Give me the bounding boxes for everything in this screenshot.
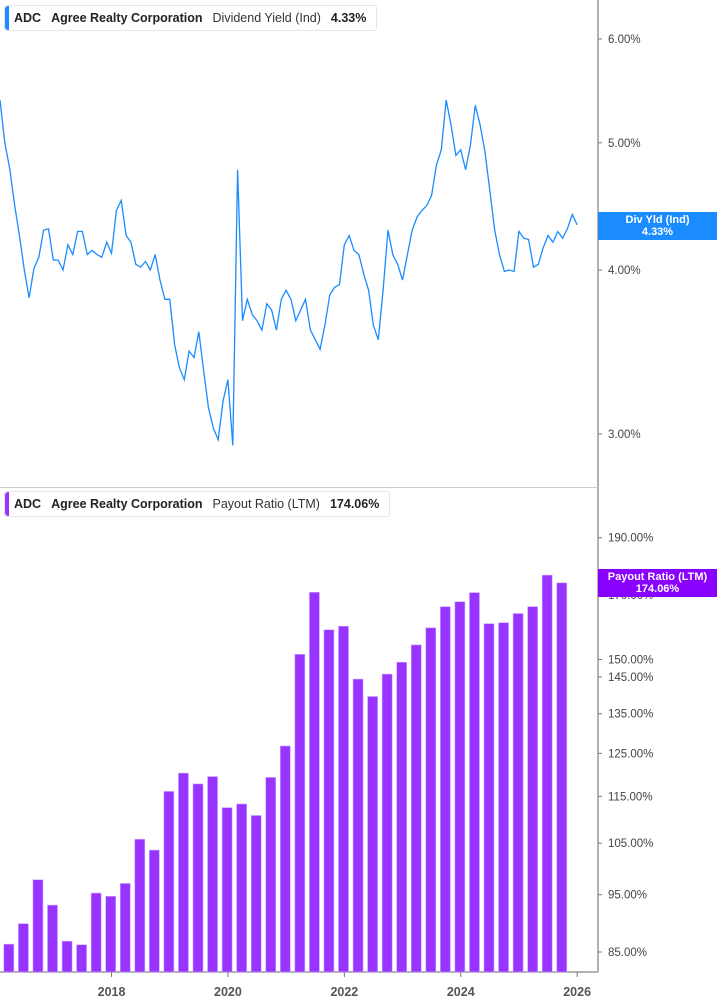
payout-bar <box>163 791 175 973</box>
y-tick-label: 190.00% <box>608 533 653 545</box>
x-tick-label: 2022 <box>330 985 358 999</box>
y-tick-label: 150.00% <box>608 654 653 666</box>
payout-bar <box>396 661 408 973</box>
dividend-yield-line <box>0 99 578 446</box>
y-tick-label: 125.00% <box>608 748 653 760</box>
payout-bar <box>440 606 451 973</box>
y-tick-label: 4.00% <box>608 265 641 277</box>
yield-value-badge: Div Yld (Ind) 4.33% <box>598 212 717 240</box>
yield-swatch <box>5 6 9 30</box>
payout-bar <box>90 892 102 973</box>
payout-bar <box>61 940 73 973</box>
legend-value: 174.06% <box>329 497 380 511</box>
payout-bar <box>134 838 146 973</box>
payout-bar <box>556 582 568 973</box>
badge-label: Div Yld (Ind) <box>625 214 690 226</box>
payout-bar <box>498 622 509 973</box>
payout-bar <box>469 592 480 973</box>
x-tick-label: 2024 <box>447 985 475 999</box>
payout-bar <box>323 629 335 973</box>
payout-bar <box>454 601 466 973</box>
payout-bar <box>512 613 524 973</box>
payout-bar <box>236 803 247 973</box>
badge-value: 4.33% <box>641 226 674 238</box>
y-tick-label: 85.00% <box>608 947 647 959</box>
legend-metric: Dividend Yield (Ind) <box>212 11 321 25</box>
legend-company: Agree Realty Corporation <box>51 11 203 25</box>
payout-bar <box>294 654 306 973</box>
payout-bar <box>207 776 218 973</box>
x-tick-label: 2018 <box>98 985 126 999</box>
payout-bar <box>279 745 291 973</box>
y-tick-label: 6.00% <box>608 34 641 46</box>
y-tick-label: 5.00% <box>608 138 641 150</box>
x-ticks: 2018 2020 2022 2024 2026 <box>98 972 591 999</box>
payout-bar <box>3 943 15 973</box>
payout-bar <box>265 777 277 973</box>
payout-bar <box>483 623 495 973</box>
badge-value: 174.06% <box>635 583 680 595</box>
payout-bar <box>338 625 349 973</box>
payout-bar <box>221 807 233 973</box>
payout-bar <box>527 606 538 973</box>
payout-bar <box>47 904 58 973</box>
legend-metric: Payout Ratio (LTM) <box>212 497 320 511</box>
payout-bars <box>3 574 568 973</box>
top-y-ticks: 6.00% 5.00% 4.00% 3.00% <box>598 34 641 441</box>
payout-bar <box>425 627 437 973</box>
payout-bar <box>250 815 262 973</box>
payout-bar <box>32 879 44 973</box>
top-legend: ADC Agree Realty Corporation Dividend Yi… <box>4 5 378 31</box>
payout-bar <box>178 772 189 973</box>
legend-value: 4.33% <box>330 11 367 25</box>
y-tick-label: 3.00% <box>608 429 641 441</box>
y-tick-label: 145.00% <box>608 672 653 684</box>
x-tick-label: 2020 <box>214 985 242 999</box>
payout-bar <box>381 673 393 973</box>
y-tick-label: 95.00% <box>608 890 647 902</box>
payout-bar <box>105 896 116 973</box>
y-tick-label: 115.00% <box>608 791 653 803</box>
payout-bar <box>352 678 364 973</box>
payout-bar <box>541 574 553 973</box>
payout-bar <box>18 923 29 973</box>
legend-company: Agree Realty Corporation <box>51 497 203 511</box>
payout-bar <box>119 883 131 973</box>
y-tick-label: 105.00% <box>608 838 653 850</box>
payout-bar <box>192 783 204 973</box>
legend-ticker: ADC <box>14 11 42 25</box>
x-tick-label: 2026 <box>563 985 591 999</box>
badge-label: Payout Ratio (LTM) <box>607 571 708 583</box>
payout-swatch <box>5 492 9 516</box>
payout-bar <box>309 592 320 973</box>
bottom-legend: ADC Agree Realty Corporation Payout Rati… <box>4 491 391 517</box>
payout-value-badge: Payout Ratio (LTM) 174.06% <box>598 569 717 597</box>
payout-bar <box>76 944 87 973</box>
y-tick-label: 135.00% <box>608 709 653 721</box>
payout-bar <box>367 696 378 973</box>
payout-bar <box>149 849 160 973</box>
legend-ticker: ADC <box>14 497 42 511</box>
payout-bar <box>410 644 422 973</box>
